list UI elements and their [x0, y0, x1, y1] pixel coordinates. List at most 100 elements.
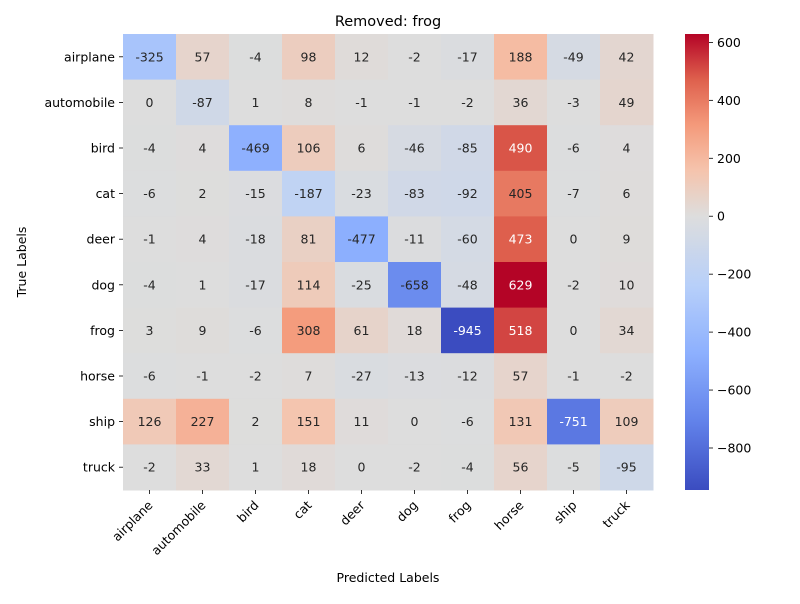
heatmap-cell	[547, 125, 601, 172]
cell-value-label: 1	[252, 460, 260, 475]
cell-value-label: 0	[570, 232, 578, 247]
heatmap-cell	[600, 170, 654, 217]
cell-value-label: 7	[305, 369, 313, 384]
cell-value-label: 18	[407, 323, 423, 338]
heatmap-cell	[282, 262, 336, 309]
heatmap-cell	[123, 216, 177, 263]
heatmap-cell	[335, 125, 389, 172]
heatmap-cell	[600, 307, 654, 354]
cell-value-label: -12	[457, 369, 477, 384]
heatmap-cell	[123, 353, 177, 400]
cell-value-label: -6	[143, 369, 156, 384]
heatmap-cell	[547, 34, 601, 81]
cell-value-label: 9	[199, 323, 207, 338]
heatmap-cell	[441, 398, 495, 445]
cell-value-label: -469	[241, 141, 269, 156]
heatmap-cell	[388, 34, 442, 81]
heatmap-cell	[388, 216, 442, 263]
heatmap-cell	[547, 170, 601, 217]
cell-value-label: 0	[358, 460, 366, 475]
heatmap-cell	[547, 262, 601, 309]
heatmap-cell	[282, 216, 336, 263]
heatmap-cell	[282, 79, 336, 126]
heatmap-cell	[335, 307, 389, 354]
heatmap-cell	[547, 398, 601, 445]
cell-value-label: -751	[559, 414, 587, 429]
cell-value-label: -92	[457, 186, 477, 201]
cell-value-label: 629	[509, 277, 533, 292]
colorbar-tick-label: 200	[717, 151, 741, 166]
cell-value-label: 33	[195, 460, 211, 475]
heatmap-cell	[494, 216, 548, 263]
heatmap-cell	[494, 444, 548, 491]
heatmap-cell	[388, 444, 442, 491]
cell-value-label: -7	[567, 186, 579, 201]
heatmap-cell	[229, 34, 283, 81]
cell-value-label: 49	[619, 95, 635, 110]
y-tick-label: bird	[91, 141, 115, 156]
heatmap-cell	[229, 170, 283, 217]
colorbar-tick-label: −600	[717, 383, 751, 398]
heatmap-cell	[282, 125, 336, 172]
heatmap-cell	[388, 170, 442, 217]
x-tick-label: ship	[551, 497, 580, 526]
x-tick-label: bird	[234, 498, 262, 526]
cell-value-label: 106	[297, 141, 321, 156]
x-tick-label: dog	[393, 498, 420, 525]
heatmap-cell	[176, 216, 230, 263]
cell-value-label: -48	[457, 277, 477, 292]
y-tick-label: ship	[89, 414, 115, 429]
cell-value-label: 6	[358, 141, 366, 156]
cell-value-label: 151	[297, 414, 321, 429]
cell-value-label: 9	[623, 232, 631, 247]
cell-value-label: 308	[297, 323, 321, 338]
heatmap-cell	[229, 444, 283, 491]
heatmap-cell	[600, 34, 654, 81]
heatmap-cell	[282, 34, 336, 81]
cell-value-label: -25	[351, 277, 371, 292]
colorbar-tick-label: −200	[717, 267, 751, 282]
cell-value-label: 473	[509, 232, 533, 247]
heatmap-cell	[282, 398, 336, 445]
heatmap-cell	[176, 125, 230, 172]
colorbar-ticks: −800 −600 −400 −200 0 200 400 600	[709, 35, 751, 455]
cell-value-label: -4	[461, 460, 474, 475]
cell-value-label: 56	[513, 460, 529, 475]
heatmap-cell	[176, 307, 230, 354]
heatmap-cell	[547, 444, 601, 491]
heatmap-cell	[229, 216, 283, 263]
cell-value-label: -83	[404, 186, 424, 201]
cell-value-label: -2	[408, 49, 420, 64]
colorbar-tick-label: −400	[717, 325, 751, 340]
cell-value-label: 114	[297, 277, 321, 292]
heatmap-cell	[176, 353, 230, 400]
x-tick-label: airplane	[109, 497, 156, 544]
cell-value-label: -3	[567, 95, 579, 110]
cell-value-label: 34	[619, 323, 635, 338]
cell-value-label: 109	[615, 414, 639, 429]
y-tick-label: cat	[96, 186, 116, 201]
y-tick-label: automobile	[44, 95, 115, 110]
heatmap-cell	[335, 353, 389, 400]
cell-value-label: 8	[305, 95, 313, 110]
cell-value-label: 81	[301, 232, 317, 247]
heatmap-cell	[123, 79, 177, 126]
heatmap-cell	[123, 398, 177, 445]
cell-value-label: 36	[513, 95, 529, 110]
heatmap-cell	[600, 353, 654, 400]
heatmap-cell	[547, 79, 601, 126]
y-axis-ticks: airplane automobile bird cat deer dog frog hors…	[44, 49, 123, 475]
heatmap-cell	[388, 307, 442, 354]
y-axis-label: True Labels	[14, 227, 29, 299]
colorbar-tick-label: 0	[717, 209, 725, 224]
heatmap-cell	[282, 170, 336, 217]
cell-value-label: 61	[354, 323, 370, 338]
cell-value-label: -4	[143, 277, 156, 292]
cell-value-label: 0	[146, 95, 154, 110]
heatmap-cell	[547, 216, 601, 263]
heatmap-cell	[176, 34, 230, 81]
cell-value-label: -85	[457, 141, 477, 156]
heatmap-cell	[441, 353, 495, 400]
heatmap-cell	[335, 79, 389, 126]
